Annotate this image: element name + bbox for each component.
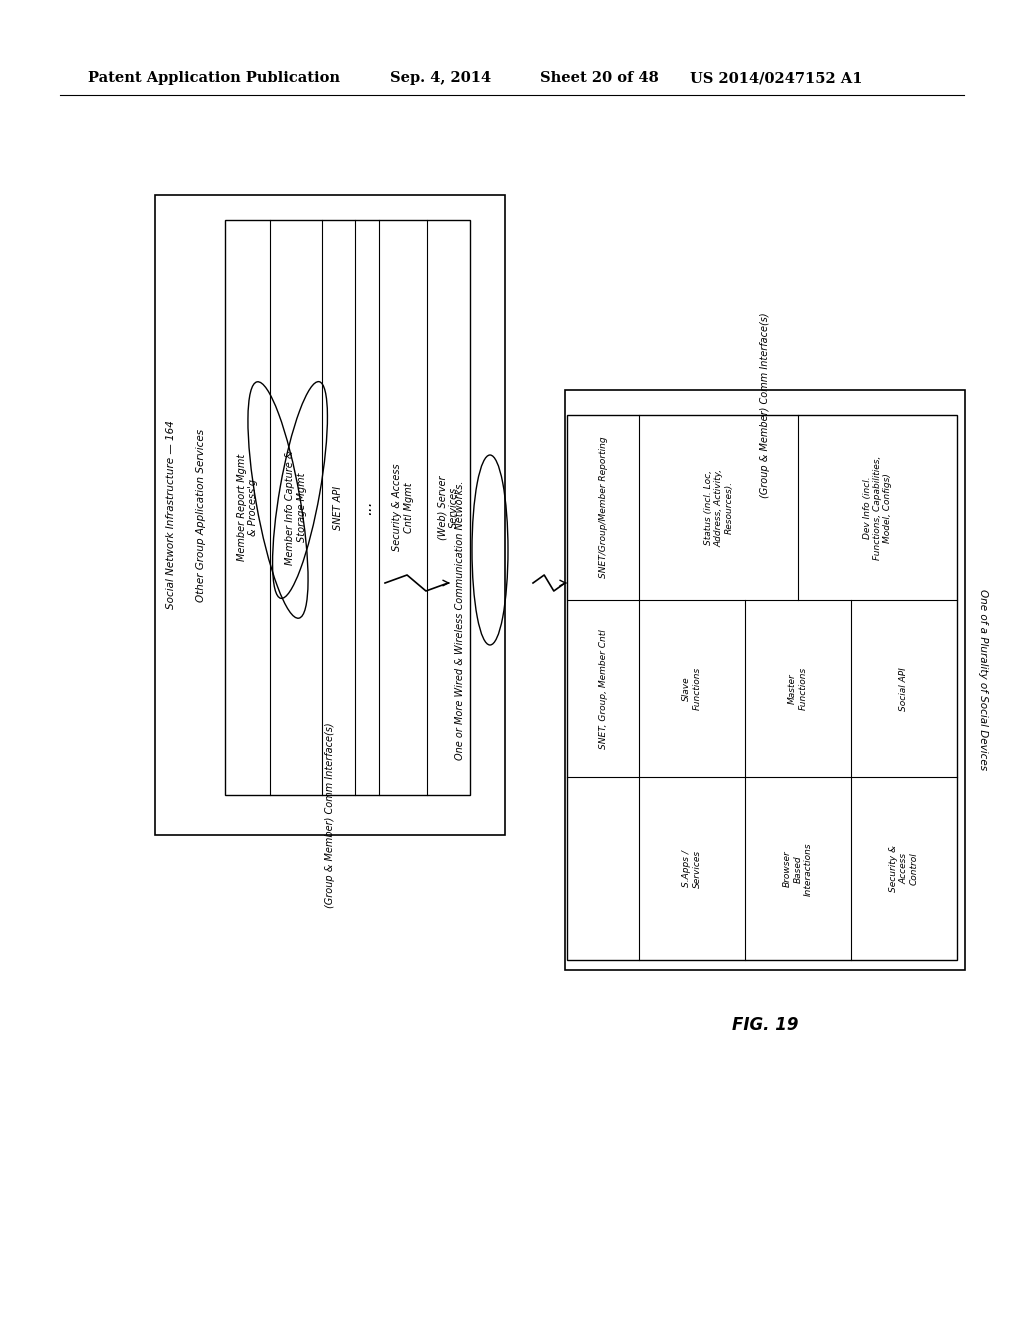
Text: FIG. 19: FIG. 19 [732,1016,799,1034]
Text: Slave
Functions: Slave Functions [682,667,701,710]
Text: Social API: Social API [899,667,908,710]
Text: ...: ... [359,500,375,515]
Text: (Group & Member) Comm Interface(s): (Group & Member) Comm Interface(s) [325,722,335,908]
Text: SNET API: SNET API [334,486,343,529]
Text: Security & Access
Cntl Mgmt: Security & Access Cntl Mgmt [392,463,414,552]
Bar [225,220,470,795]
Bar [567,414,957,960]
Text: Master
Functions: Master Functions [788,667,808,710]
Text: Other Group Application Services: Other Group Application Services [196,429,206,602]
Text: SNET/Group/Member Reporting: SNET/Group/Member Reporting [599,437,607,578]
Text: (Web) Server
Services: (Web) Server Services [438,475,460,540]
Text: Member Report Mgmt
& Process'g: Member Report Mgmt & Process'g [237,454,258,561]
Text: Dev Info (incl.
Functions, Capabilities,
Model, Configs): Dev Info (incl. Functions, Capabilities,… [862,455,893,560]
Text: One of a Plurality of Social Devices: One of a Plurality of Social Devices [978,590,988,771]
Text: Patent Application Publication: Patent Application Publication [88,71,340,84]
Text: (Group & Member) Comm Interface(s): (Group & Member) Comm Interface(s) [760,313,770,498]
Text: Sep. 4, 2014: Sep. 4, 2014 [390,71,492,84]
Text: Social Network Infrastructure — 164: Social Network Infrastructure — 164 [166,421,176,610]
Text: Member Info Capture &
Storage Mgmt: Member Info Capture & Storage Mgmt [286,450,307,565]
Text: Status (incl. Loc,
Address, Activity,
Resources).: Status (incl. Loc, Address, Activity, Re… [703,469,733,546]
Text: Sheet 20 of 48: Sheet 20 of 48 [540,71,658,84]
Bar [155,195,505,836]
Text: S.Apps /
Services: S.Apps / Services [682,850,701,888]
Text: One or More Wired & Wireless Communication Networks.: One or More Wired & Wireless Communicati… [455,480,465,760]
Text: Browser
Based
Interactions: Browser Based Interactions [783,842,813,895]
Bar [565,389,965,970]
Text: SNET, Group, Member Cntl: SNET, Group, Member Cntl [599,630,607,748]
Text: US 2014/0247152 A1: US 2014/0247152 A1 [690,71,862,84]
Text: Security &
Access
Control: Security & Access Control [889,845,919,892]
